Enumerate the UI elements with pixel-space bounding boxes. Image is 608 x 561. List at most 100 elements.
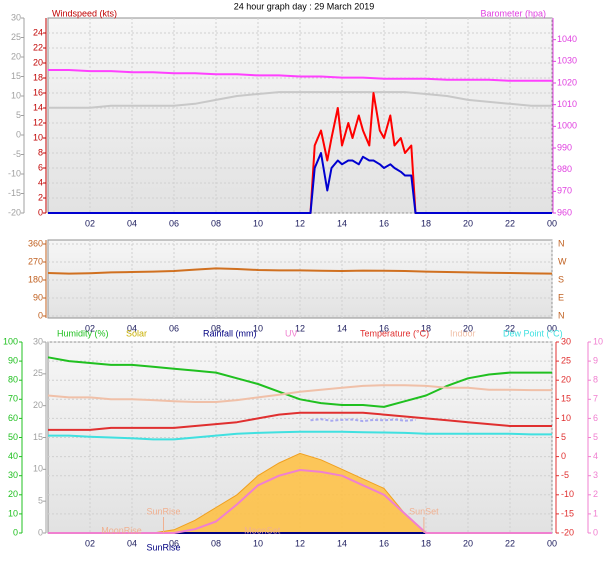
x-tick-label: 16 [379,538,389,548]
y2-tick-label: N [558,310,565,320]
series-line [310,418,416,423]
y4-tick-label: 7 [593,394,598,404]
x-tick-label: 14 [337,538,347,548]
y4-tick-label: 2 [593,489,598,499]
series-line [48,469,552,534]
y4-tick-label: 4 [593,451,598,461]
x-tick-label: 06 [169,538,179,548]
y3-tick-label: 15 [11,71,21,81]
y-tick-label: 0 [13,527,18,537]
x-tick-label: 18 [421,218,431,228]
y3-tick-label: 5 [16,110,21,120]
x-tick-label: 10 [253,218,263,228]
x-tick-label: 14 [337,218,347,228]
y-tick-label: 0 [38,310,43,320]
y2-tick-label: E [558,292,564,302]
x-tick-label: 02 [85,323,95,333]
x-tick-label: 06 [169,218,179,228]
y4-tick-label: 1 [593,508,598,518]
y2-tick-label: 30 [561,336,571,346]
chart-title: 24 hour graph day : 29 March 2019 [234,1,375,11]
x-tick-label: 14 [337,323,347,333]
series-line [47,267,553,275]
y2-tick-label: 5 [561,432,566,442]
y2-tick-label: 25 [561,355,571,365]
x-tick-label: 08 [211,323,221,333]
y4-tick-label: 8 [593,375,598,385]
x-tick-label: 06 [169,323,179,333]
y4-tick-label: 3 [593,470,598,480]
y3-tick-label: 0 [16,129,21,139]
y2-tick-label: 10 [561,413,571,423]
legend-entry: Dew Point (°C) [503,328,563,338]
y3-tick-label: 25 [11,32,21,42]
y3-tick-label: 10 [33,464,43,474]
y3-tick-label: 0 [38,527,43,537]
x-tick-label: 10 [253,323,263,333]
x-tick-label: 22 [505,538,515,548]
series-line [47,384,552,403]
y2-tick-label: 990 [557,142,572,152]
y4-tick-label: 0 [593,527,598,537]
x-tick-label: 20 [463,323,473,333]
y-tick-label: 14 [33,102,43,112]
y-tick-label: 40 [8,451,18,461]
y2-tick-label: W [558,256,567,266]
y3-tick-label: -15 [8,188,21,198]
y-tick-label: 30 [8,470,18,480]
x-tick-label: 04 [127,218,137,228]
y2-tick-label: 0 [561,451,566,461]
x-tick-label: 02 [85,538,95,548]
y3-tick-label: -5 [13,149,21,159]
x-tick-label: 16 [379,323,389,333]
y-tick-label: 270 [28,256,43,266]
y2-tick-label: -5 [561,470,569,480]
y2-tick-label: 980 [557,164,572,174]
y-tick-label: 16 [33,87,43,97]
y3-tick-label: 20 [11,51,21,61]
y-axis-label: Windspeed (kts) [52,8,117,18]
y3-tick-label: -10 [8,168,21,178]
y4-tick-label: 6 [593,413,598,423]
y-tick-label: 12 [33,117,43,127]
x-tick-label: 22 [505,218,515,228]
y2-tick-label: S [558,274,564,284]
x-tick-label: 18 [421,323,431,333]
legend-entry: Humidity (%) [57,328,109,338]
y3-tick-label: 20 [33,400,43,410]
y2-tick-label: 970 [557,186,572,196]
x-tick-label: 00 [547,323,557,333]
legend-entry: Indoor [450,328,476,338]
x-tick-label: 00 [547,538,557,548]
x-tick-label: 08 [211,218,221,228]
y3-tick-label: 30 [11,12,21,22]
series-line [48,91,552,109]
x-tick-label: 04 [127,538,137,548]
series-line [48,92,552,214]
y4-tick-label: 9 [593,355,598,365]
legend-entry: Solar [126,328,147,338]
y2-tick-label: -20 [561,527,574,537]
y-tick-label: 80 [8,375,18,385]
series-line [47,356,552,408]
y-tick-label: 90 [8,355,18,365]
y-tick-label: 60 [8,413,18,423]
legend-entry: Rainfall (mm) [203,328,257,338]
y3-tick-label: 15 [33,432,43,442]
annotation: SunRise [146,542,180,552]
series-line [48,411,552,431]
y-tick-label: 70 [8,394,18,404]
y4-tick-label: 5 [593,432,598,442]
y-tick-label: 22 [33,42,43,52]
y-tick-label: 360 [28,238,43,248]
y3-tick-label: 5 [38,496,43,506]
x-tick-label: 12 [295,218,305,228]
y-tick-label: 6 [38,162,43,172]
annotation: MoonSet [244,525,281,535]
series-line [48,69,552,82]
y4-tick-label: 10 [593,336,603,346]
y-tick-label: 2 [38,192,43,202]
y-tick-label: 100 [3,336,18,346]
y2-tick-label: 1000 [557,121,577,131]
